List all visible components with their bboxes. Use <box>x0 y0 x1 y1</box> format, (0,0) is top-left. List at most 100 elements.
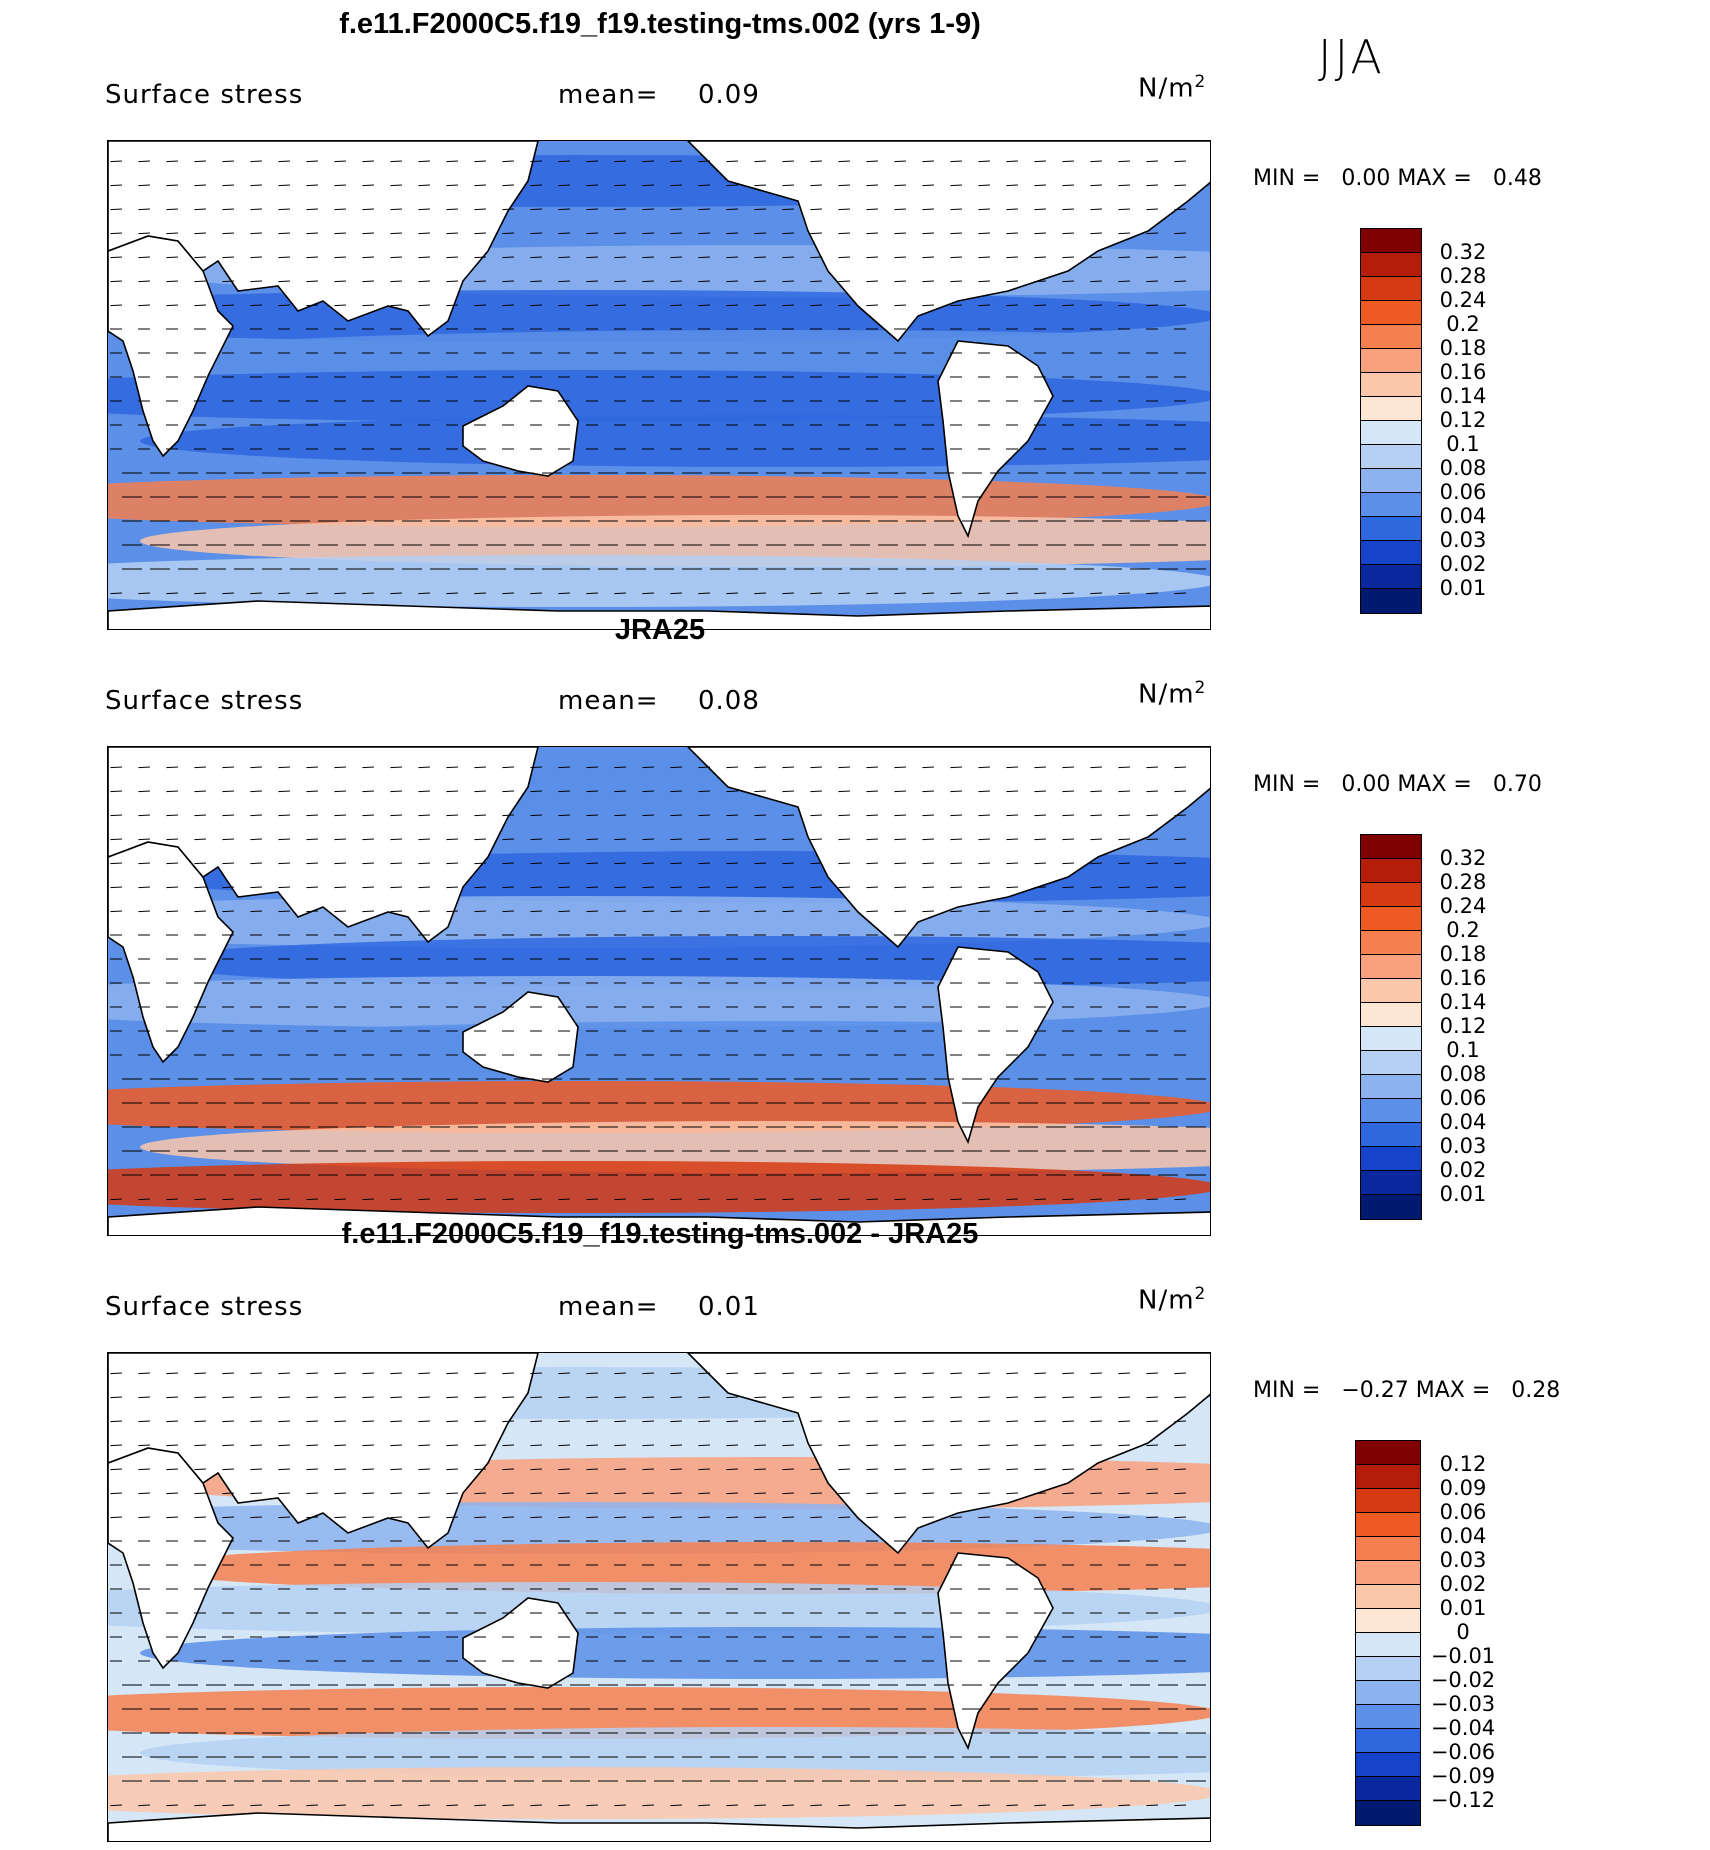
wind-arrow <box>1034 910 1047 913</box>
wind-arrow <box>194 1804 207 1807</box>
wind-arrow <box>446 886 459 889</box>
wind-arrow <box>614 862 627 865</box>
wind-arrow <box>306 790 319 793</box>
colorbar-label: 0.03 <box>1439 1548 1487 1572</box>
wind-arrow <box>922 1444 935 1447</box>
wind-arrow <box>922 862 935 865</box>
wind-arrow <box>222 1468 235 1471</box>
wind-arrow <box>726 1198 739 1201</box>
colorbar-label: 0.24 <box>1439 288 1487 312</box>
wind-arrow <box>250 766 263 769</box>
wind-arrow <box>642 814 655 817</box>
wind-arrow <box>838 1468 851 1471</box>
wind-arrow <box>670 256 683 259</box>
wind-arrow <box>698 1396 711 1399</box>
wind-arrow <box>362 886 375 889</box>
wind-arrow <box>334 862 347 865</box>
panel-1-colorbar-labels: 0.32 0.28 0.24 0.2 0.18 0.16 0.14 0.12 0.1 0.08 0.… <box>1428 240 1548 600</box>
wind-arrow <box>1062 184 1075 187</box>
wind-arrow <box>866 232 879 235</box>
field-band <box>108 1687 1210 1739</box>
wind-arrow <box>250 1468 263 1471</box>
wind-arrow <box>1118 862 1131 865</box>
wind-arrow <box>950 814 963 817</box>
wind-arrow <box>810 304 823 307</box>
wind-arrow <box>138 790 151 793</box>
wind-arrow <box>558 838 571 841</box>
wind-arrow <box>586 910 599 913</box>
wind-arrow <box>530 280 543 283</box>
wind-arrow <box>166 814 179 817</box>
wind-arrow <box>502 886 515 889</box>
wind-arrow <box>670 1516 683 1519</box>
wind-arrow <box>1146 790 1159 793</box>
wind-arrow <box>474 592 487 595</box>
wind-arrow <box>194 1372 207 1375</box>
wind-arrow <box>950 1420 963 1423</box>
wind-arrow <box>110 592 123 595</box>
wind-arrow <box>894 160 907 163</box>
wind-arrow <box>250 280 263 283</box>
colorbar-swatch <box>1361 589 1421 613</box>
wind-arrow <box>110 1198 123 1201</box>
field-band <box>140 1727 1210 1779</box>
wind-arrow <box>558 232 571 235</box>
wind-arrow <box>1034 1468 1047 1471</box>
wind-arrow <box>698 1198 711 1201</box>
wind-arrow <box>334 910 347 913</box>
wind-arrow <box>474 1198 487 1201</box>
colorbar-swatch <box>1356 1753 1420 1777</box>
wind-arrow <box>922 1396 935 1399</box>
wind-arrow <box>894 1444 907 1447</box>
wind-arrow <box>726 232 739 235</box>
wind-arrow <box>782 1198 795 1201</box>
colorbar-swatch <box>1361 517 1421 541</box>
panel-3-map-svg <box>108 1353 1210 1841</box>
wind-arrow <box>614 1468 627 1471</box>
wind-arrow <box>418 232 431 235</box>
wind-arrow <box>1118 766 1131 769</box>
wind-arrow <box>138 910 151 913</box>
wind-arrow <box>866 910 879 913</box>
colorbar-swatch <box>1361 1075 1421 1099</box>
wind-arrow <box>586 1420 599 1423</box>
wind-arrow <box>446 1420 459 1423</box>
wind-arrow <box>586 862 599 865</box>
wind-arrow <box>586 1516 599 1519</box>
wind-arrow <box>782 862 795 865</box>
wind-arrow <box>474 838 487 841</box>
wind-arrow <box>558 1492 571 1495</box>
wind-arrow <box>810 910 823 913</box>
wind-arrow <box>922 592 935 595</box>
wind-arrow <box>1118 886 1131 889</box>
wind-arrow <box>110 160 123 163</box>
wind-arrow <box>446 160 459 163</box>
wind-arrow <box>110 256 123 259</box>
panel-3-variable: Surface stress <box>105 1292 304 1322</box>
wind-arrow <box>698 1516 711 1519</box>
colorbar-swatch <box>1356 1633 1420 1657</box>
wind-arrow <box>894 862 907 865</box>
wind-arrow <box>418 910 431 913</box>
wind-arrow <box>894 1372 907 1375</box>
wind-arrow <box>558 1396 571 1399</box>
wind-arrow <box>642 1516 655 1519</box>
wind-arrow <box>698 208 711 211</box>
wind-arrow <box>166 304 179 307</box>
wind-arrow <box>866 1468 879 1471</box>
colorbar-swatch <box>1356 1609 1420 1633</box>
wind-arrow <box>1174 1198 1187 1201</box>
wind-arrow <box>250 184 263 187</box>
wind-arrow <box>474 886 487 889</box>
wind-arrow <box>838 1198 851 1201</box>
wind-arrow <box>950 184 963 187</box>
wind-arrow <box>670 1420 683 1423</box>
wind-arrow <box>978 232 991 235</box>
wind-arrow <box>866 256 879 259</box>
wind-arrow <box>334 304 347 307</box>
wind-arrow <box>866 280 879 283</box>
wind-arrow <box>586 208 599 211</box>
wind-arrow <box>334 1420 347 1423</box>
wind-arrow <box>950 1804 963 1807</box>
wind-arrow <box>166 256 179 259</box>
